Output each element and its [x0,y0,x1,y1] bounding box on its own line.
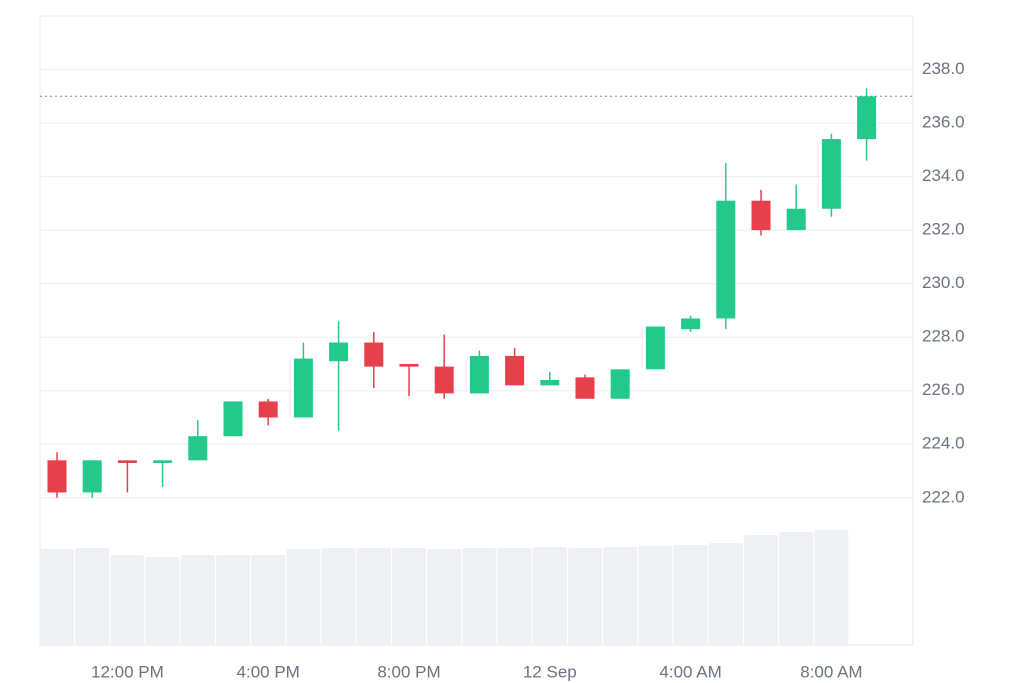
candle-body [223,401,243,437]
candle-body [786,208,806,231]
volume-bar [568,548,602,645]
candle-body [258,401,278,418]
volume-bar [497,548,532,645]
volume-bar [216,555,250,645]
volume-bar [251,555,286,645]
candle-body [47,460,67,493]
candle-body [610,369,630,399]
y-tick-label: 230.0 [922,273,965,292]
volume-bar [744,535,778,645]
candle-body [117,460,137,463]
volume-bar [427,549,462,645]
candle-body [540,380,560,386]
y-tick-label: 226.0 [922,380,965,399]
candle-body [575,377,595,399]
volume-bar [814,530,849,645]
volume-bar [321,548,356,645]
y-tick-label: 238.0 [922,59,965,78]
volume-bar [708,543,743,645]
x-tick-label: 12:00 PM [91,662,164,681]
volume-bar [673,545,708,645]
x-tick-label: 12 Sep [523,662,577,681]
volume-bar [603,547,638,645]
y-tick-label: 234.0 [922,166,965,185]
volume-bar [779,532,814,645]
candle-body [329,342,349,362]
volume-bar [392,548,426,645]
candle-body [434,366,454,394]
x-tick-label: 4:00 PM [237,662,300,681]
candle-body [716,200,736,319]
candle-body [469,355,489,394]
volume-bar [532,547,567,645]
y-tick-label: 236.0 [922,113,965,132]
candle-body [751,200,771,231]
volume-bar [40,549,74,645]
volume-bar [110,555,145,645]
x-tick-label: 8:00 AM [800,662,862,681]
volume-bar [462,548,497,645]
candle-body [857,96,877,140]
candle-body [821,139,841,209]
candle-body [188,436,208,461]
y-tick-label: 224.0 [922,434,965,453]
volume-bar [180,555,215,645]
volume-bar [145,557,180,645]
candle-body [293,358,313,418]
candle-body [364,342,384,367]
candle-body [82,460,102,493]
y-tick-label: 222.0 [922,487,965,506]
candle-body [645,326,665,370]
candle-body [505,355,525,386]
x-tick-label: 4:00 AM [659,662,721,681]
y-tick-label: 228.0 [922,327,965,346]
candle-body [153,460,173,463]
x-tick-label: 8:00 PM [377,662,440,681]
candle-body [681,318,701,330]
volume-bar [286,549,321,645]
volume-bar [75,548,110,645]
y-tick-label: 232.0 [922,220,965,239]
candle-body [399,363,419,367]
volume-bar [638,546,673,645]
volume-bar [356,548,391,645]
